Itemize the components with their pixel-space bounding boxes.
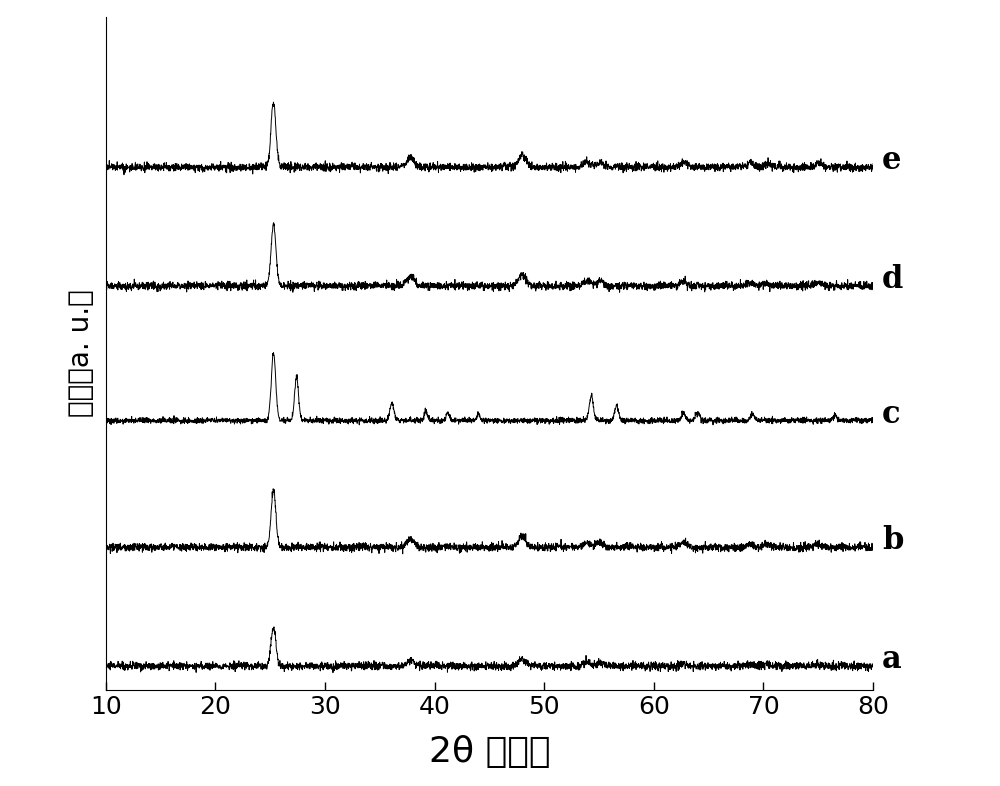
Text: d: d (882, 264, 903, 295)
Text: b: b (882, 525, 903, 556)
X-axis label: 2θ （度）: 2θ （度） (429, 736, 550, 769)
Text: a: a (882, 645, 902, 675)
Text: e: e (882, 145, 901, 176)
Y-axis label: 强度（a. u.）: 强度（a. u.） (67, 289, 95, 417)
Text: c: c (882, 399, 900, 430)
